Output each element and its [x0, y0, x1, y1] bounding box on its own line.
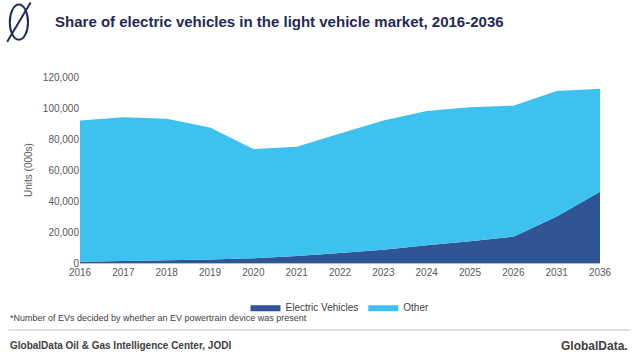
svg-text:2022: 2022: [329, 267, 352, 278]
svg-text:60,000: 60,000: [48, 165, 79, 176]
svg-text:Other: Other: [403, 302, 429, 313]
svg-text:20,000: 20,000: [48, 227, 79, 238]
svg-text:2024: 2024: [416, 267, 439, 278]
svg-text:0: 0: [73, 258, 79, 269]
svg-text:2021: 2021: [286, 267, 309, 278]
svg-text:2025: 2025: [459, 267, 482, 278]
svg-text:120,000: 120,000: [43, 72, 80, 83]
svg-text:2026: 2026: [502, 267, 525, 278]
svg-text:2018: 2018: [156, 267, 179, 278]
svg-text:40,000: 40,000: [48, 196, 79, 207]
svg-text:GlobalData.: GlobalData.: [561, 339, 628, 353]
svg-text:GlobalData Oil & Gas Intellige: GlobalData Oil & Gas Intelligence Center…: [10, 340, 231, 351]
svg-text:Units (000s): Units (000s): [23, 143, 34, 197]
svg-text:80,000: 80,000: [48, 134, 79, 145]
svg-text:2016: 2016: [69, 267, 92, 278]
svg-text:2031: 2031: [546, 267, 569, 278]
svg-text:2019: 2019: [199, 267, 222, 278]
svg-text:100,000: 100,000: [43, 103, 80, 114]
svg-text:2036: 2036: [589, 267, 612, 278]
svg-text:Electric Vehicles: Electric Vehicles: [286, 302, 359, 313]
svg-text:*Number of EVs decided by whet: *Number of EVs decided by whether an EV …: [10, 313, 307, 323]
svg-text:2017: 2017: [112, 267, 135, 278]
svg-text:2020: 2020: [242, 267, 265, 278]
svg-text:2023: 2023: [372, 267, 395, 278]
svg-text:Share of electric vehicles in: Share of electric vehicles in the light …: [55, 13, 504, 30]
